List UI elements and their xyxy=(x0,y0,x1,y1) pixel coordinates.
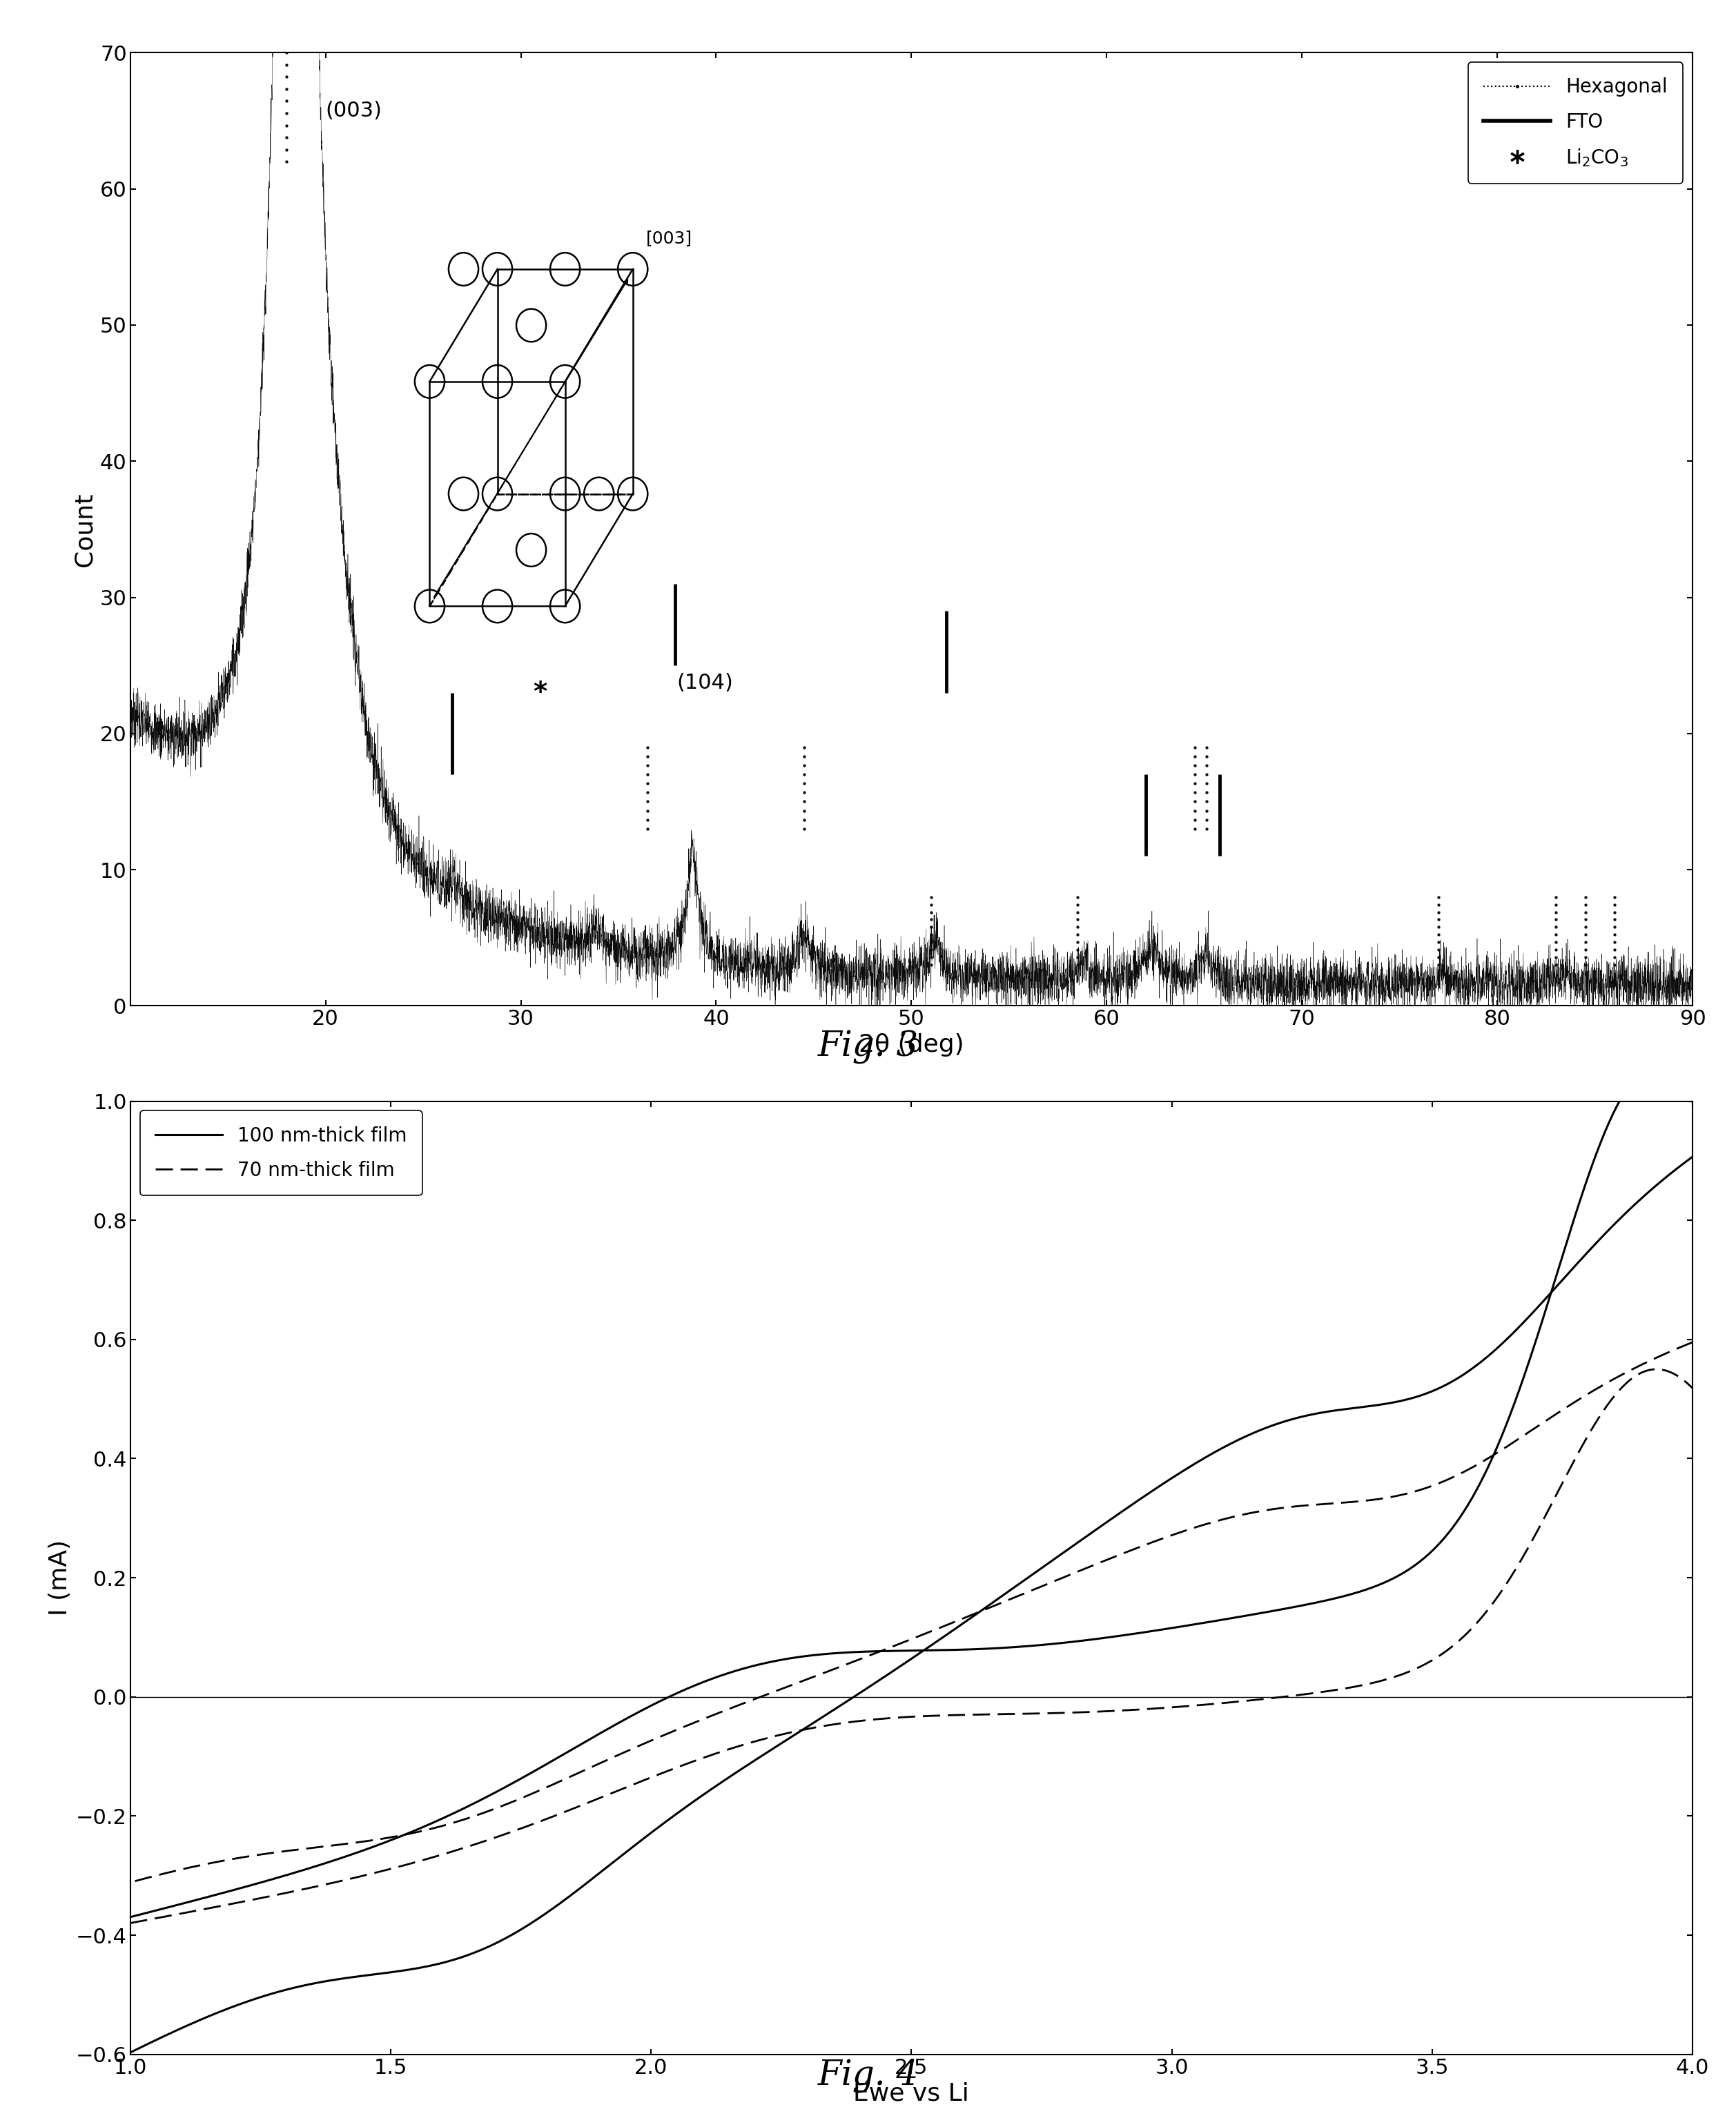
70 nm-thick film xyxy=(1028,1700,1049,1726)
Y-axis label: I (mA): I (mA) xyxy=(49,1540,71,1616)
Y-axis label: Count: Count xyxy=(73,493,95,567)
70 nm-thick film xyxy=(1465,1612,1486,1637)
Line: 70 nm-thick film: 70 nm-thick film xyxy=(130,1370,1693,1924)
70 nm-thick film xyxy=(1305,1679,1326,1705)
100 nm-thick film xyxy=(120,1905,141,1930)
Text: *: * xyxy=(533,681,547,706)
70 nm-thick film xyxy=(1068,1700,1088,1726)
Text: (003): (003) xyxy=(326,101,382,120)
Line: 100 nm-thick film: 100 nm-thick film xyxy=(130,1068,1693,1917)
Text: Fig. 3: Fig. 3 xyxy=(818,1030,918,1064)
Legend: 100 nm-thick film, 70 nm-thick film: 100 nm-thick film, 70 nm-thick film xyxy=(141,1110,422,1195)
X-axis label: Ewe vs Li: Ewe vs Li xyxy=(854,2082,969,2105)
100 nm-thick film xyxy=(215,1879,236,1905)
100 nm-thick film xyxy=(1646,1056,1667,1081)
100 nm-thick film xyxy=(1465,1479,1486,1504)
70 nm-thick film xyxy=(215,1892,236,1917)
Legend: Hexagonal, FTO, Li$_2$CO$_3$: Hexagonal, FTO, Li$_2$CO$_3$ xyxy=(1469,63,1682,183)
100 nm-thick film xyxy=(1068,1629,1088,1654)
100 nm-thick film xyxy=(1305,1591,1326,1616)
70 nm-thick film xyxy=(1115,1698,1135,1724)
100 nm-thick film xyxy=(1028,1633,1049,1658)
100 nm-thick film xyxy=(1115,1622,1135,1648)
70 nm-thick film xyxy=(1647,1357,1668,1382)
X-axis label: 2θ (deg): 2θ (deg) xyxy=(859,1032,963,1056)
Text: (104): (104) xyxy=(677,672,734,693)
Text: Fig. 4: Fig. 4 xyxy=(818,2059,918,2092)
70 nm-thick film xyxy=(120,1911,141,1936)
70 nm-thick film xyxy=(1682,1376,1703,1401)
100 nm-thick film xyxy=(1682,1089,1703,1115)
